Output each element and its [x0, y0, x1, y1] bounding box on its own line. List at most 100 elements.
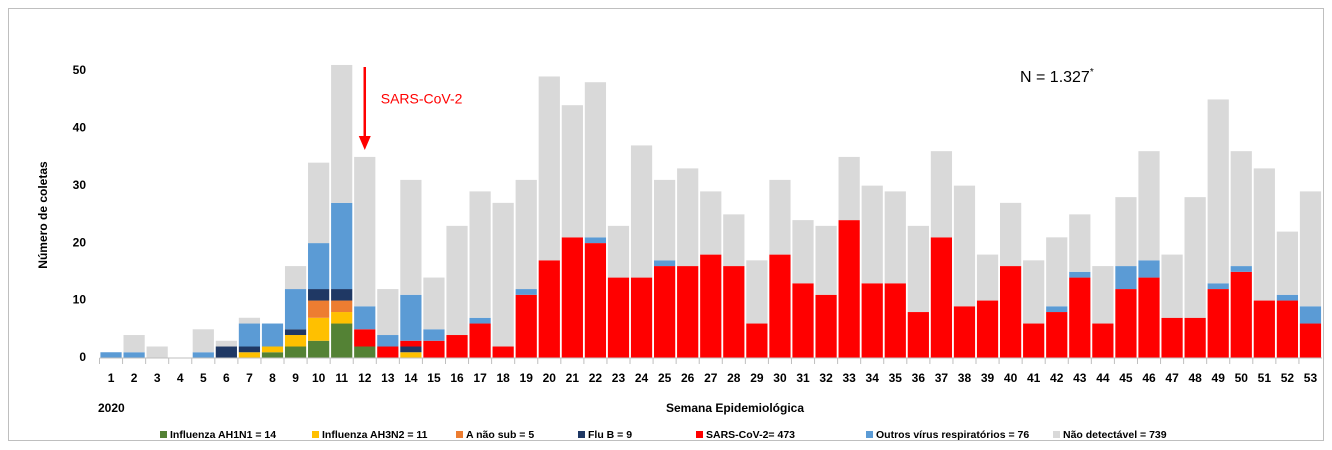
legend-swatch	[1053, 431, 1060, 438]
bar-segment	[976, 254, 999, 301]
bar-segment	[630, 277, 653, 358]
y-tick-label: 30	[73, 178, 87, 192]
x-tick-label: 14	[404, 371, 418, 385]
y-tick-label: 10	[73, 293, 87, 307]
bar-segment	[723, 214, 745, 267]
legend-swatch	[866, 431, 873, 438]
x-tick-label: 31	[796, 371, 810, 385]
x-tick-label: 2	[131, 371, 138, 385]
bar-segment	[861, 185, 883, 284]
bar-segment	[723, 266, 745, 358]
bar-segment	[884, 283, 906, 358]
bar-segment	[469, 191, 491, 318]
x-tick-label: 27	[704, 371, 718, 385]
y-tick-label: 20	[73, 235, 87, 249]
bar-segment	[815, 225, 837, 295]
bar-segment	[1161, 317, 1183, 358]
x-tick-label: 1	[108, 371, 115, 385]
legend-swatch	[456, 431, 463, 438]
bar-segment	[261, 346, 284, 353]
bar-segment	[492, 202, 514, 347]
bar-segment	[284, 346, 307, 358]
bar-segment	[515, 289, 537, 295]
total-note: N = 1.327*	[1020, 67, 1094, 87]
bar-segment	[192, 329, 214, 353]
y-tick-label: 40	[73, 120, 87, 134]
x-tick-label: 37	[935, 371, 949, 385]
bar-segment	[215, 340, 237, 347]
bar-segment	[1046, 312, 1068, 358]
bar-segment	[1069, 214, 1091, 272]
annotation-arrowhead	[358, 136, 371, 150]
bar-segment	[1184, 197, 1206, 318]
bar-segment	[1092, 266, 1114, 324]
bar-segment	[700, 191, 722, 255]
bar-segment	[584, 82, 607, 238]
x-tick-label: 12	[358, 371, 372, 385]
bar-segment	[377, 335, 399, 347]
bar-segment	[838, 156, 860, 221]
bar-segment	[1299, 306, 1322, 324]
bar-segment	[308, 289, 330, 301]
bar-segment	[1253, 168, 1275, 301]
legend-swatch	[696, 431, 703, 438]
bar-segment	[515, 179, 537, 290]
x-tick-label: 40	[1004, 371, 1018, 385]
bar-segment	[654, 179, 676, 261]
bar-segment	[561, 105, 583, 238]
bar-segment	[284, 335, 307, 347]
x-tick-label: 28	[727, 371, 741, 385]
bar-segment	[1138, 151, 1160, 261]
bar-segment	[308, 300, 330, 318]
x-tick-label: 50	[1235, 371, 1249, 385]
x-tick-label: 18	[496, 371, 510, 385]
bar-segment	[677, 266, 699, 358]
bar-segment	[907, 312, 929, 358]
x-tick-label: 44	[1096, 371, 1110, 385]
x-tick-label: 41	[1027, 371, 1041, 385]
x-tick-label: 9	[292, 371, 299, 385]
legend-label: SARS-CoV-2= 473	[706, 429, 795, 441]
bar-segment	[446, 225, 468, 336]
x-tick-label: 16	[450, 371, 464, 385]
bar-segment	[1276, 294, 1299, 301]
bar-segment	[861, 283, 883, 358]
x-tick-label: 13	[381, 371, 395, 385]
x-tick-label: 7	[246, 371, 253, 385]
x-tick-label: 33	[842, 371, 856, 385]
bar-segment	[261, 352, 284, 358]
bar-segment	[538, 76, 560, 261]
bar-segment	[146, 346, 168, 358]
bar-segment	[1207, 99, 1229, 284]
bar-segment	[1115, 266, 1137, 290]
bar-segment	[238, 323, 261, 347]
bar-segment	[331, 312, 353, 324]
bar-segment	[930, 237, 953, 358]
bar-segment	[492, 346, 514, 358]
bar-segment	[1115, 289, 1137, 358]
x-tick-label: 24	[635, 371, 649, 385]
x-tick-label: 53	[1304, 371, 1318, 385]
x-tick-label: 39	[981, 371, 995, 385]
bar-segment	[1161, 254, 1183, 318]
year-label: 2020	[98, 401, 125, 415]
bar-segment	[1092, 323, 1114, 358]
bar-segment	[584, 237, 607, 244]
x-tick-label: 5	[200, 371, 207, 385]
bar-segment	[815, 294, 837, 358]
bar-segment	[192, 352, 214, 358]
bar-segment	[654, 260, 676, 267]
legend-label: Flu B = 9	[588, 429, 632, 441]
bar-segment	[515, 294, 537, 358]
bar-segment	[1046, 237, 1068, 307]
bar-segment	[746, 323, 768, 358]
bar-segment	[1276, 300, 1299, 358]
bar-segment	[584, 243, 607, 358]
x-tick-label: 19	[520, 371, 534, 385]
bar-segment	[377, 346, 399, 358]
x-tick-label: 52	[1281, 371, 1295, 385]
bar-segment	[354, 306, 376, 330]
bar-segment	[400, 294, 422, 341]
bar-segment	[607, 225, 630, 278]
bar-segment	[469, 317, 491, 324]
